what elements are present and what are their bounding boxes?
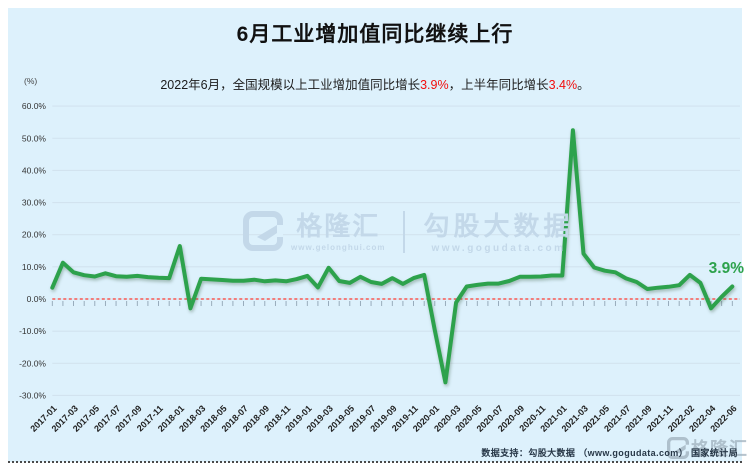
y-axis-label: 0.0% [27,294,47,304]
page-title: 6月工业增加值同比继续上行 [236,23,514,46]
subtitle-highlight: 3.9% [420,78,449,92]
watermark-product: 勾股大数据 [423,211,574,241]
y-axis-unit-label: (%) [24,76,38,86]
series-line [50,128,735,385]
end-value-label: 3.9% [709,260,745,277]
y-axis-label: 50.0% [22,133,47,143]
corner-watermark-text: 格隆汇 [691,439,748,459]
watermark-brand-url: www.gelonghui.com [291,243,386,252]
gelonghui-g-logo-icon [667,437,689,459]
watermark-divider [403,211,406,253]
subtitle-text: ，上半年同比增长 [448,78,549,92]
y-axis-label: 30.0% [22,198,47,208]
subtitle-text: 2022年6月，全国规模以上工业增加值同比增长 [160,78,421,92]
subtitle-text: 。 [577,78,590,92]
y-axis-label: 40.0% [22,165,47,175]
center-watermark: 格隆汇 www.gelonghui.com 勾股大数据 www.gogudata… [243,203,574,255]
watermark-product-url: www.gogudata.com [431,243,566,254]
corner-watermark: 格隆汇 [667,435,748,461]
y-axis-label: -10.0% [19,326,46,336]
chart-subtitle: 2022年6月，全国规模以上工业增加值同比增长3.9%，上半年同比增长3.4%。 [8,74,742,93]
y-axis-label: -20.0% [19,358,46,368]
y-axis-label: 10.0% [22,262,47,272]
gelonghui-g-logo-icon [243,211,283,251]
bottom-dotted-divider [8,461,742,463]
y-axis-label: 60.0% [22,101,47,111]
subtitle-highlight: 3.4% [548,78,578,92]
y-axis-label: -30.0% [19,390,46,400]
data-source-note: 数据支持：勾股大数据 （www.gogudata.com） 国家统计局 [481,448,738,458]
y-axis-label: 20.0% [22,230,47,240]
watermark-brand: 格隆汇 [296,211,381,241]
